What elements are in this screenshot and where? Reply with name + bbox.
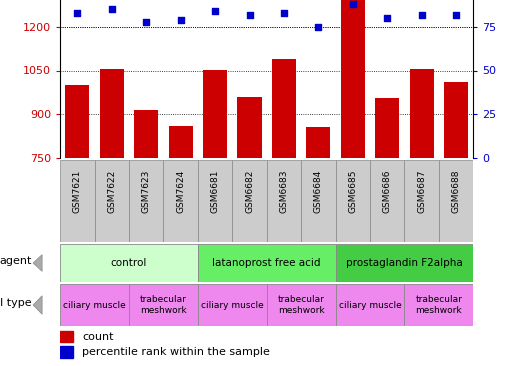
Bar [439, 160, 473, 242]
Point [349, 1, 357, 7]
Bar [267, 284, 336, 326]
Bar [60, 160, 95, 242]
Polygon shape [33, 296, 42, 314]
Bar [410, 69, 434, 158]
Bar [232, 160, 267, 242]
Bar [198, 284, 267, 326]
Text: GSM6683: GSM6683 [279, 170, 289, 213]
Point [176, 17, 185, 23]
Bar [375, 98, 399, 158]
Text: GSM6688: GSM6688 [451, 170, 461, 213]
Bar [203, 70, 227, 158]
Text: GSM6685: GSM6685 [348, 170, 357, 213]
Bar [341, 0, 365, 158]
Bar [301, 160, 336, 242]
Point [142, 19, 151, 25]
Text: GSM6686: GSM6686 [383, 170, 392, 213]
Text: agent: agent [0, 256, 31, 266]
Text: GSM6682: GSM6682 [245, 170, 254, 213]
Point [108, 6, 116, 12]
Point [245, 12, 254, 18]
Bar [134, 110, 158, 158]
Text: percentile rank within the sample: percentile rank within the sample [82, 347, 270, 357]
Text: count: count [82, 332, 113, 341]
Text: trabecular
meshwork: trabecular meshwork [140, 295, 187, 315]
Bar [60, 244, 198, 282]
Point [417, 12, 426, 18]
Bar [65, 85, 89, 158]
Polygon shape [33, 255, 42, 271]
Point [211, 8, 219, 14]
Bar [60, 346, 73, 358]
Bar [267, 160, 301, 242]
Bar [163, 160, 198, 242]
Text: GSM7623: GSM7623 [142, 170, 151, 213]
Text: ciliary muscle: ciliary muscle [201, 300, 264, 310]
Text: trabecular
meshwork: trabecular meshwork [278, 295, 325, 315]
Bar [60, 284, 129, 326]
Text: GSM7622: GSM7622 [107, 170, 116, 213]
Bar [404, 284, 473, 326]
Bar [198, 244, 336, 282]
Bar [272, 59, 296, 158]
Bar [60, 330, 73, 342]
Bar [100, 69, 124, 158]
Point [314, 24, 323, 30]
Point [383, 15, 391, 21]
Text: control: control [111, 258, 147, 268]
Bar [168, 126, 192, 158]
Bar [336, 244, 473, 282]
Text: GSM6684: GSM6684 [314, 170, 323, 213]
Bar [336, 284, 404, 326]
Bar [404, 160, 439, 242]
Point [452, 12, 460, 18]
Text: latanoprost free acid: latanoprost free acid [212, 258, 321, 268]
Bar [95, 160, 129, 242]
Bar [129, 160, 163, 242]
Bar [129, 284, 198, 326]
Bar [306, 127, 331, 158]
Bar [237, 97, 262, 158]
Bar [198, 160, 232, 242]
Point [73, 10, 82, 16]
Text: GSM6681: GSM6681 [211, 170, 220, 213]
Text: ciliary muscle: ciliary muscle [63, 300, 126, 310]
Text: cell type: cell type [0, 298, 31, 308]
Bar [370, 160, 404, 242]
Text: prostaglandin F2alpha: prostaglandin F2alpha [346, 258, 463, 268]
Text: GSM6687: GSM6687 [417, 170, 426, 213]
Bar [336, 160, 370, 242]
Text: GSM7624: GSM7624 [176, 170, 185, 213]
Bar [444, 82, 468, 158]
Text: trabecular
meshwork: trabecular meshwork [415, 295, 462, 315]
Text: ciliary muscle: ciliary muscle [339, 300, 401, 310]
Text: GSM7621: GSM7621 [73, 170, 82, 213]
Point [280, 10, 288, 16]
